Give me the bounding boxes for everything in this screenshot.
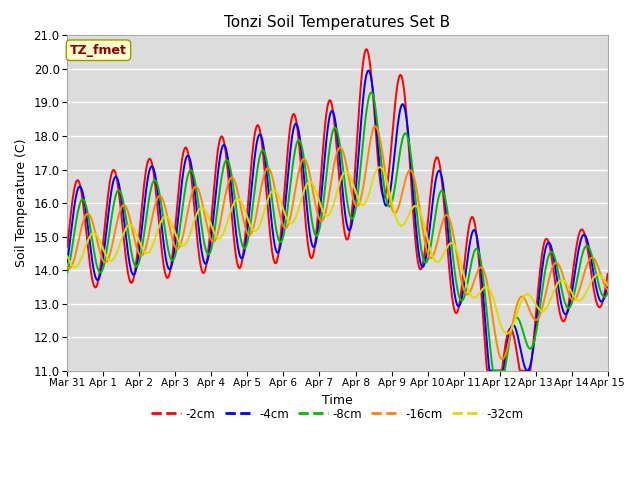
Legend: -2cm, -4cm, -8cm, -16cm, -32cm: -2cm, -4cm, -8cm, -16cm, -32cm	[147, 403, 529, 425]
X-axis label: Time: Time	[322, 394, 353, 407]
Y-axis label: Soil Temperature (C): Soil Temperature (C)	[15, 139, 28, 267]
Title: Tonzi Soil Temperatures Set B: Tonzi Soil Temperatures Set B	[225, 15, 451, 30]
Text: TZ_fmet: TZ_fmet	[70, 44, 127, 57]
